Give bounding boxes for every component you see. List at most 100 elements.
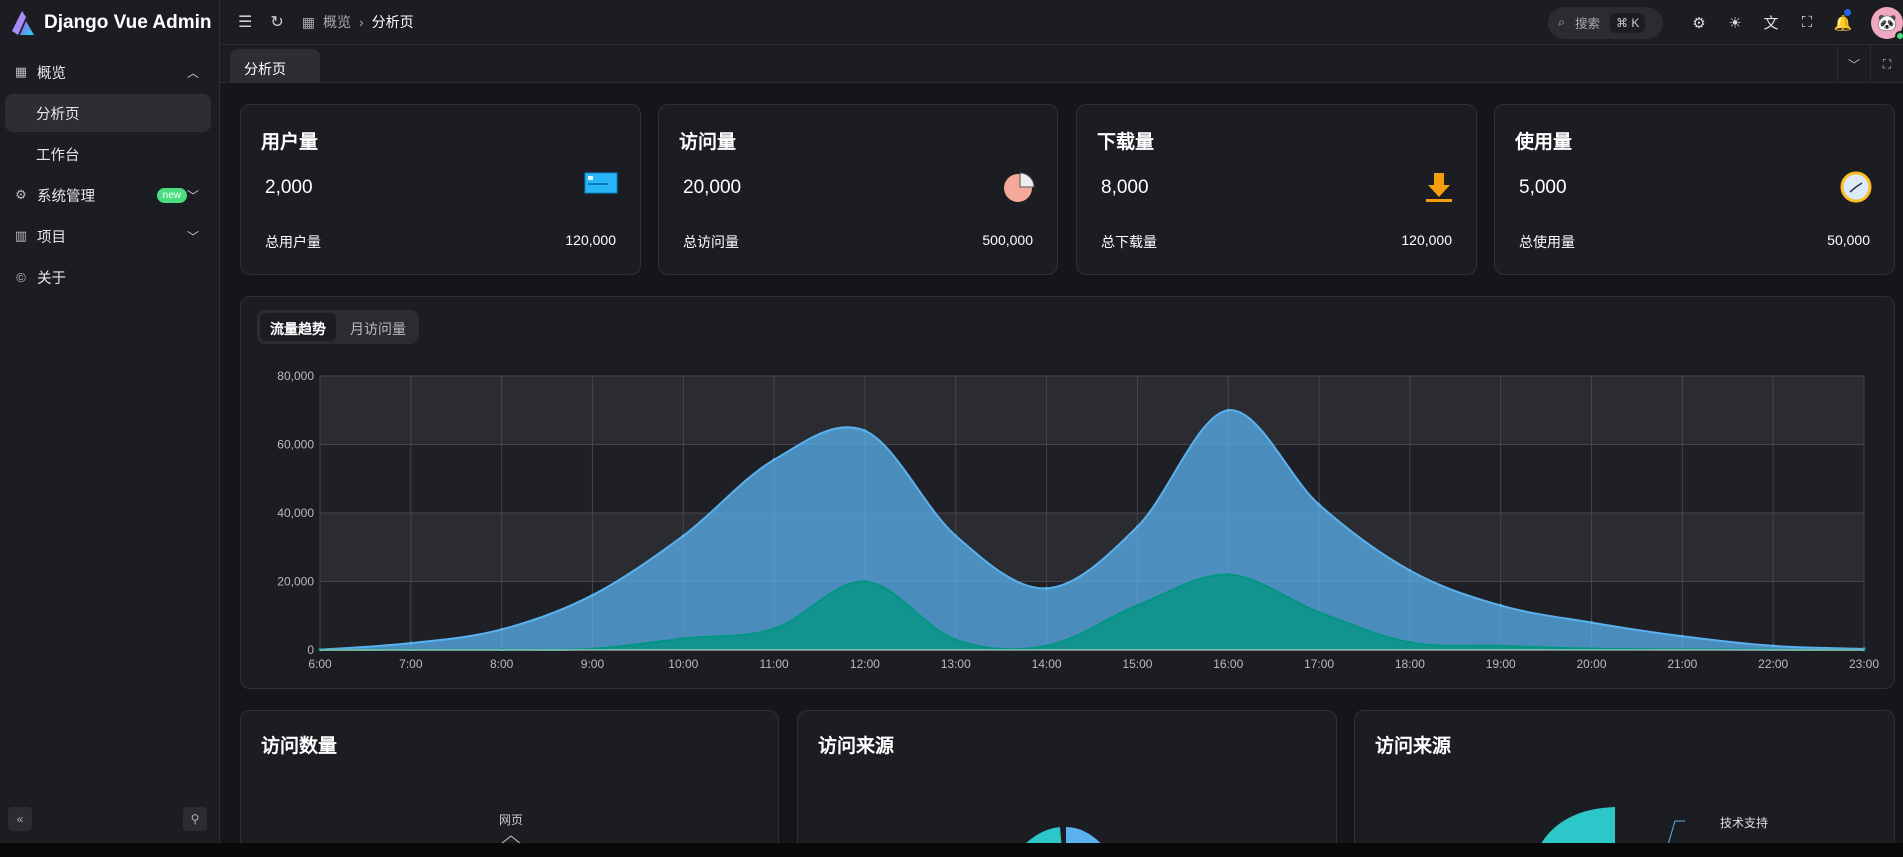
avatar[interactable]: 🐼: [1871, 6, 1903, 41]
data-point: [1226, 573, 1230, 577]
data-point: [863, 580, 867, 583]
dashboard-icon: ▦: [301, 13, 315, 30]
data-point: [863, 429, 867, 433]
visit-source-card: 访问来源: [797, 710, 1337, 843]
card-title: 访问数量: [261, 736, 338, 757]
notification-dot: [1844, 8, 1851, 16]
data-point: [1771, 644, 1775, 648]
y-tick-label: 20,000: [277, 575, 314, 589]
data-point: [1045, 644, 1049, 648]
data-point: [1317, 610, 1321, 614]
sidebar-item-workspace[interactable]: 工作台: [5, 135, 211, 173]
search-button[interactable]: ⌕ 搜索 ⌘ K: [1548, 6, 1663, 39]
stat-value: 20,000: [683, 177, 742, 198]
x-tick-label: 12:00: [850, 657, 880, 671]
sidebar-item-label: 工作台: [36, 147, 80, 164]
data-point: [1135, 525, 1139, 529]
search-placeholder: 搜索: [1575, 17, 1601, 31]
stat-value: 5,000: [1519, 177, 1567, 198]
data-point: [1499, 644, 1503, 648]
x-tick-label: 17:00: [1304, 657, 1334, 671]
card-icon: [584, 171, 618, 202]
sidebar-item-system[interactable]: ⚙ 系统管理 new ﹀: [5, 176, 211, 214]
traffic-chart-card: 流量趋势 月访问量 0 20,000 40,000 60,000 80,000 6:00 7…: [240, 296, 1895, 689]
sidebar-item-overview[interactable]: ▦ 概览 ︿: [5, 53, 211, 91]
stat-card-visits: 访问量 20,000 总访问量 500,000: [658, 104, 1058, 275]
radar-label: 网页: [499, 813, 524, 827]
tab-analytics[interactable]: 分析页: [230, 49, 320, 83]
x-tick-label: 6:00: [308, 657, 332, 671]
data-point: [681, 637, 685, 641]
building-icon: ▥: [14, 228, 28, 243]
data-point: [954, 638, 958, 642]
gear-icon[interactable]: ⚙: [1692, 14, 1706, 32]
online-status: [1895, 30, 1903, 41]
breadcrumb-item: 分析页: [371, 14, 414, 30]
logo-icon: [12, 10, 34, 35]
fullscreen-icon[interactable]: ⛶: [1801, 14, 1813, 31]
stat-total-value: 500,000: [982, 232, 1033, 248]
header: ☰ ↻ ▦ 概览 › 分析页 ⌕ 搜索 ⌘ K ⚙ ☀ 文 ⛶ 🔔 🐼: [220, 0, 1903, 45]
chevron-right-icon: ›: [358, 14, 364, 30]
maximize-icon[interactable]: ⛶: [1870, 45, 1903, 83]
bell-icon[interactable]: 🔔: [1825, 8, 1861, 32]
sidebar-item-label: 项目: [37, 229, 66, 246]
tab-monthly-visits[interactable]: 月访问量: [350, 321, 406, 337]
data-point: [772, 458, 776, 462]
data-point: [1226, 408, 1230, 412]
stat-total-label: 总下载量: [1101, 234, 1157, 250]
chart-tabs: 流量趋势 月访问量: [257, 310, 419, 344]
stat-value: 8,000: [1101, 177, 1149, 198]
app-title: Django Vue Admin: [44, 11, 212, 33]
card-title: 访问来源: [818, 736, 895, 757]
chevron-down-icon: ﹀: [186, 188, 199, 203]
x-tick-label: 14:00: [1032, 657, 1062, 671]
x-tick-label: 8:00: [490, 657, 514, 671]
sun-icon[interactable]: ☀: [1728, 14, 1742, 32]
data-point: [1590, 647, 1594, 651]
logo[interactable]: Django Vue Admin: [0, 0, 219, 45]
translate-icon[interactable]: 文: [1763, 15, 1779, 32]
pie-label: 技术支持: [1720, 816, 1769, 830]
x-tick-label: 7:00: [399, 657, 423, 671]
stat-card-usage: 使用量 5,000 总使用量 50,000: [1494, 104, 1895, 275]
stat-total-value: 120,000: [1401, 232, 1452, 248]
x-tick-label: 13:00: [941, 657, 971, 671]
x-tick-label: 16:00: [1213, 657, 1243, 671]
grid-band: [320, 376, 1864, 445]
stat-total-label: 总使用量: [1519, 234, 1575, 250]
sidebar-item-label: 系统管理: [37, 188, 95, 205]
refresh-icon[interactable]: ↻: [270, 14, 284, 31]
data-point: [590, 593, 594, 597]
data-point: [1680, 634, 1684, 638]
sidebar-item-project[interactable]: ▥ 项目 ﹀: [5, 217, 211, 255]
sidebar-item-label: 分析页: [36, 106, 80, 123]
tab-bar: 分析页 ﹀ ⛶: [220, 45, 1903, 83]
chevron-down-icon[interactable]: ﹀: [1837, 45, 1870, 83]
data-point: [1135, 603, 1139, 607]
stat-total-value: 50,000: [1827, 232, 1870, 248]
data-point: [1045, 586, 1049, 590]
traffic-chart: 0 20,000 40,000 60,000 80,000 6:00 7:00 8:00 9:0…: [277, 369, 1879, 671]
sidebar-item-about[interactable]: © 关于: [5, 258, 211, 296]
data-point: [681, 534, 685, 538]
sidebar-item-analytics[interactable]: 分析页: [5, 94, 211, 132]
collapse-sidebar-button[interactable]: «: [8, 807, 32, 831]
y-tick-label: 40,000: [277, 506, 314, 520]
stat-card-users: 用户量 2,000 总用户量 120,000: [240, 104, 641, 275]
x-tick-label: 9:00: [581, 657, 605, 671]
pin-icon[interactable]: ⚲: [183, 807, 207, 831]
dashboard-icon: ▦: [14, 64, 28, 79]
stat-total-value: 120,000: [565, 232, 616, 248]
x-tick-label: 21:00: [1667, 657, 1697, 671]
menu-icon[interactable]: ☰: [238, 14, 253, 31]
data-point: [1590, 621, 1594, 625]
tab-traffic-trend[interactable]: 流量趋势: [260, 313, 336, 341]
radar-chart: [501, 835, 521, 843]
data-point: [1408, 568, 1412, 572]
data-point: [500, 627, 504, 631]
stat-value: 2,000: [265, 177, 313, 198]
breadcrumb-item[interactable]: 概览: [322, 14, 351, 30]
chevron-down-icon: ﹀: [186, 229, 199, 244]
data-point: [1408, 640, 1412, 644]
